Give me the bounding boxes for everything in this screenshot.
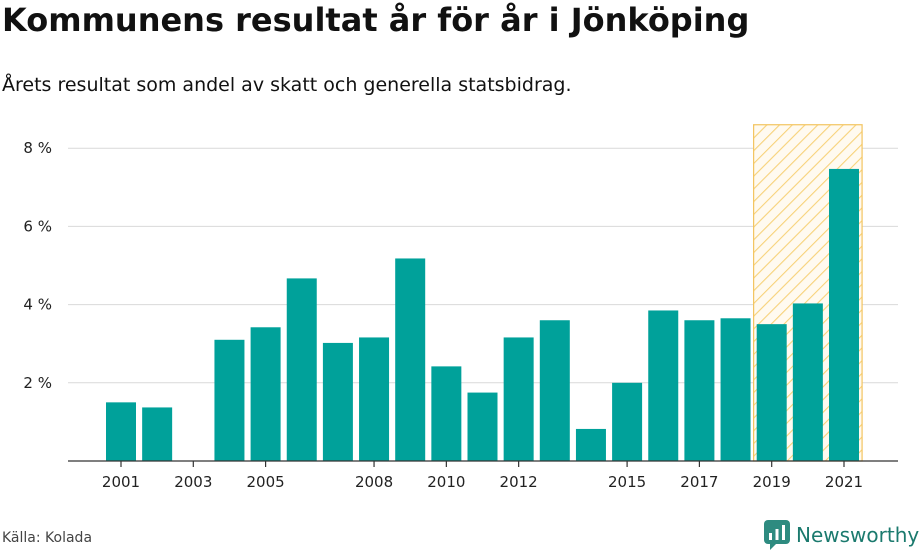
bar-2012	[503, 337, 534, 461]
chart-subtitle: Årets resultat som andel av skatt och ge…	[2, 74, 572, 96]
bar-2001	[106, 402, 136, 461]
bar-2016	[648, 310, 679, 461]
bar-2008	[359, 337, 390, 461]
bar-2009	[395, 258, 426, 461]
brand-name: Newsworthy	[796, 523, 920, 547]
y-tick-label: 4 %	[23, 296, 52, 314]
bars	[106, 168, 859, 461]
bar-2010	[431, 366, 462, 461]
x-tick-label: 2012	[500, 473, 538, 491]
y-tick-label: 8 %	[23, 139, 52, 157]
x-tick-label: 2021	[825, 473, 863, 491]
axes: 2 % 4 % 6 % 8 % 2001 2003 2005 2008 2010 2012 2015…	[23, 139, 898, 491]
bar-2017	[684, 320, 715, 461]
bar-2021	[829, 168, 859, 461]
x-tick-label: 2010	[427, 473, 465, 491]
bar-2004	[214, 339, 245, 461]
chart-title: Kommunens resultat år för år i Jönköping	[2, 1, 750, 39]
x-tick-label: 2008	[355, 473, 393, 491]
y-tick-label: 6 %	[23, 217, 52, 235]
x-tick-label: 2005	[247, 473, 285, 491]
bar-2013	[539, 320, 570, 461]
bar-2005	[250, 327, 281, 461]
bar-2020	[792, 303, 823, 461]
x-tick-label: 2015	[608, 473, 646, 491]
bar-2019	[756, 324, 787, 461]
bar-2015	[612, 382, 643, 461]
bar-2014	[575, 428, 606, 461]
x-tick-label: 2019	[753, 473, 791, 491]
newsworthy-logo-icon	[764, 520, 790, 550]
bar-2006	[286, 278, 317, 461]
x-tick-label: 2003	[174, 473, 212, 491]
y-tick-label: 2 %	[23, 374, 52, 392]
source-note: Källa: Kolada	[2, 530, 93, 546]
bar-2011	[467, 392, 498, 461]
bar-2007	[322, 342, 353, 461]
bar-2002	[142, 407, 173, 461]
x-tick-label: 2017	[680, 473, 718, 491]
bar-2018	[720, 318, 751, 461]
newsworthy-logo[interactable]: Newsworthy	[764, 520, 919, 550]
x-tick-label: 2001	[102, 473, 140, 491]
